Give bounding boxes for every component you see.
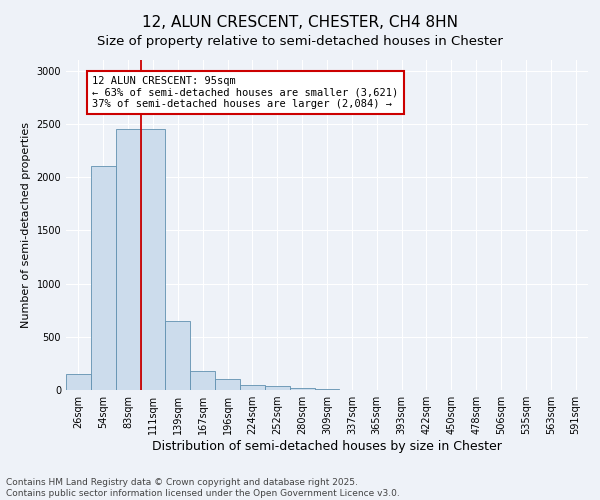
Text: Contains HM Land Registry data © Crown copyright and database right 2025.
Contai: Contains HM Land Registry data © Crown c… [6,478,400,498]
Text: Size of property relative to semi-detached houses in Chester: Size of property relative to semi-detach… [97,35,503,48]
Bar [91,166,116,390]
Bar [140,129,166,390]
Bar [240,384,265,390]
Text: 12, ALUN CRESCENT, CHESTER, CH4 8HN: 12, ALUN CRESCENT, CHESTER, CH4 8HN [142,15,458,30]
Bar [116,129,140,390]
X-axis label: Distribution of semi-detached houses by size in Chester: Distribution of semi-detached houses by … [152,440,502,453]
Bar [190,371,215,390]
Bar [290,388,314,390]
Bar [265,386,290,390]
Bar [215,380,240,390]
Text: 12 ALUN CRESCENT: 95sqm
← 63% of semi-detached houses are smaller (3,621)
37% of: 12 ALUN CRESCENT: 95sqm ← 63% of semi-de… [92,76,398,109]
Y-axis label: Number of semi-detached properties: Number of semi-detached properties [21,122,31,328]
Bar [166,321,190,390]
Bar [66,374,91,390]
